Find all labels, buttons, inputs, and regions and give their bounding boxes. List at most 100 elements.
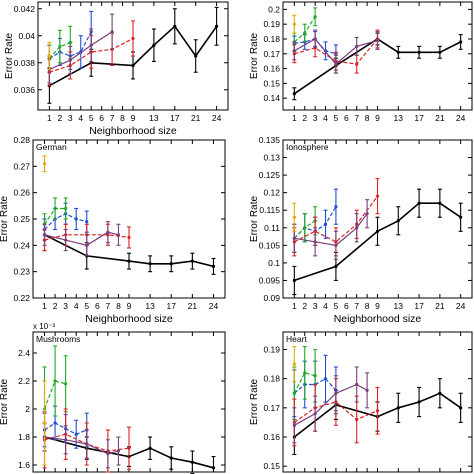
data-point: [42, 233, 47, 237]
data-point: [396, 50, 400, 54]
x-tick-label: 13: [145, 301, 155, 311]
y-tick-label: 0.19: [263, 345, 280, 355]
data-point: [313, 374, 317, 378]
x-tick-label: 24: [209, 301, 219, 311]
chart-panel-4: 0.09 0.095 0.1 0.105 0.11 0.115 0.12 0.125 0.13 0…: [249, 135, 473, 325]
data-point: [355, 44, 359, 48]
x-tick-label: 4: [74, 301, 79, 311]
data-point: [190, 460, 194, 464]
data-point: [417, 400, 421, 404]
data-point: [355, 382, 359, 387]
series-6: [292, 346, 297, 383]
series-line: [49, 31, 92, 60]
data-point: [459, 40, 463, 44]
data-point: [53, 379, 57, 383]
chart-panel-2: 0.14 0.15 0.16 0.17 0.18 0.19 0.2 1 2 3 4 5 6 7 8 9 13 17…: [249, 1, 473, 123]
data-point: [64, 206, 68, 211]
x-tick-label: 24: [456, 301, 466, 311]
y-tick-label: 0.1: [268, 258, 280, 268]
y-tick-label: 2: [25, 404, 30, 414]
data-point: [53, 206, 57, 211]
x-tick-label: 1: [292, 113, 297, 123]
x-tick-label: 7: [354, 113, 359, 123]
series-5: [292, 366, 370, 444]
series-line: [294, 38, 378, 65]
data-point: [292, 423, 296, 427]
series-line: [49, 37, 134, 73]
x-tick-label: 6: [344, 113, 349, 123]
data-point: [194, 54, 198, 58]
y-tick-label: 0.036: [14, 85, 36, 95]
data-point: [438, 391, 442, 395]
x-tick-label: 9: [131, 113, 136, 123]
x-tick-label: 4: [323, 113, 328, 123]
data-point: [375, 229, 380, 233]
data-point: [127, 235, 131, 240]
series-5: [292, 29, 380, 74]
x-tick-label: 17: [167, 301, 177, 311]
data-point: [365, 212, 369, 216]
data-point: [334, 391, 338, 395]
x-tick-label: 3: [313, 113, 318, 123]
y-tick-label: 0.19: [263, 19, 280, 29]
data-point: [334, 264, 338, 268]
series-5: [292, 199, 370, 260]
y-tick-label: 0.15: [263, 78, 280, 88]
y-tick-label: 0.18: [263, 34, 280, 44]
y-tick-label: 0.095: [259, 275, 281, 285]
data-point: [89, 43, 93, 47]
data-point: [355, 417, 359, 422]
data-point: [292, 236, 296, 240]
data-point: [417, 50, 421, 54]
panel-title: Heart: [286, 334, 307, 344]
x-tick-label: 24: [456, 113, 466, 123]
y-tick-label: 2.2: [18, 376, 30, 386]
x-tick-label: 7: [354, 301, 359, 311]
x-tick-label: 3: [63, 301, 68, 311]
x-tick-label: 24: [212, 113, 222, 123]
data-point: [375, 38, 380, 43]
x-tick-label: 17: [414, 301, 424, 311]
data-point: [292, 92, 296, 96]
data-point: [365, 388, 369, 392]
chart-panel-5: 1.6 1.8 2 2.2 2.4 Error Rate x 10⁻³ Mushrooms: [0, 322, 226, 474]
x-tick-label: 8: [116, 301, 121, 311]
y-axis-label: Error Rate: [249, 196, 260, 243]
x-tick-label: 2: [302, 113, 307, 123]
data-point: [313, 240, 317, 244]
y-axis-label: Error Rate: [4, 33, 15, 80]
y-tick-label: 0.038: [14, 58, 36, 68]
y-exponent-label: x 10⁻³: [33, 322, 55, 331]
data-point: [64, 382, 68, 386]
x-axis-label: Neighborhood size: [89, 125, 177, 137]
x-axis-label: Neighborhood size: [85, 313, 173, 325]
y-tick-label: 0.24: [13, 240, 30, 250]
data-point: [211, 264, 216, 268]
x-tick-label: 2: [57, 113, 62, 123]
series-5: [47, 13, 115, 84]
data-point: [127, 446, 131, 450]
x-tick-label: 17: [414, 113, 424, 123]
x-tick-label: 9: [375, 113, 380, 123]
x-tick-label: 5: [334, 113, 339, 123]
y-tick-label: 2.4: [18, 348, 30, 358]
data-point: [74, 217, 78, 221]
data-point: [58, 44, 62, 49]
data-point: [64, 438, 68, 442]
data-point: [116, 449, 121, 453]
data-point: [438, 201, 442, 205]
x-tick-label: 3: [68, 113, 73, 123]
series-line: [49, 31, 113, 71]
series-6: [42, 155, 47, 173]
data-point: [303, 31, 307, 35]
chart-panel-6: 0.15 0.16 0.17 0.18 0.19 Error Rate Heart: [249, 331, 473, 473]
data-point: [396, 219, 400, 223]
x-tick-label: 8: [365, 301, 370, 311]
y-tick-label: 0.28: [13, 135, 30, 145]
series-6: [47, 41, 52, 71]
data-point: [396, 406, 400, 410]
data-point: [355, 62, 359, 66]
data-point: [148, 446, 152, 450]
data-point: [323, 222, 328, 226]
data-point: [85, 442, 89, 446]
